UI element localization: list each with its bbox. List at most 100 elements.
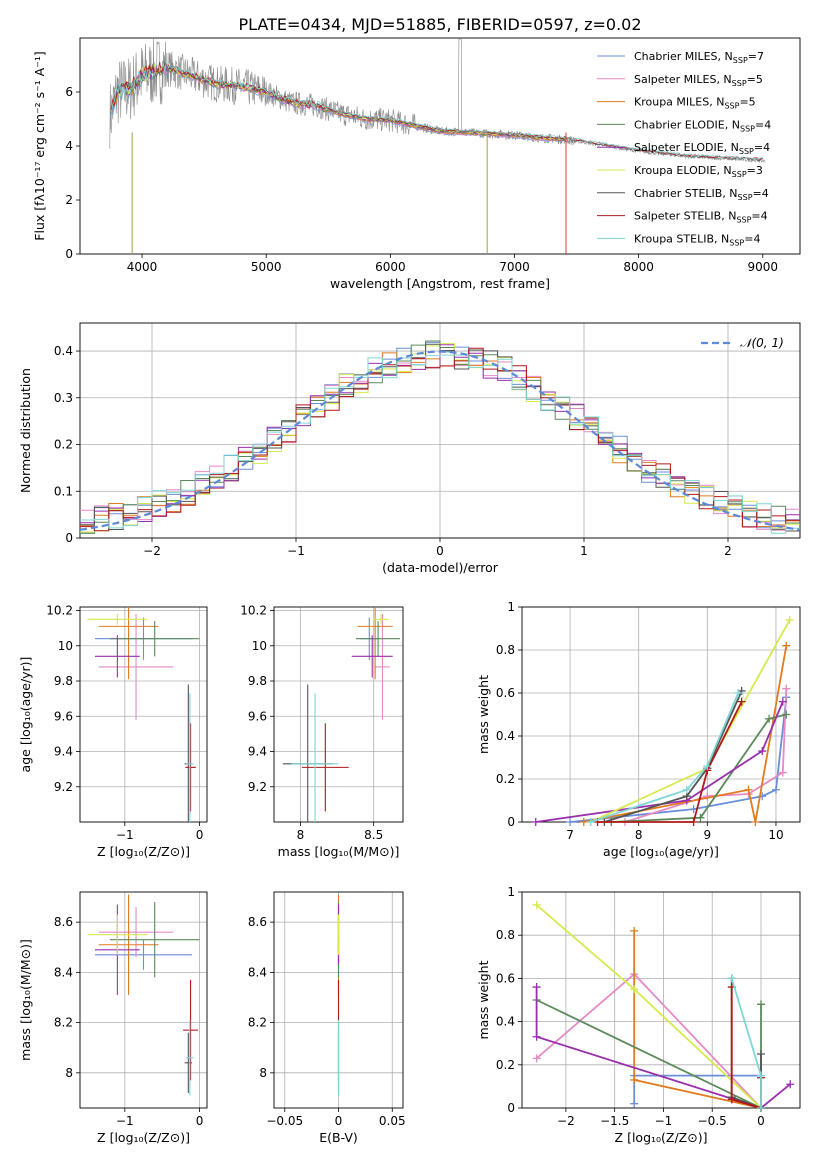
weight-marker	[782, 710, 791, 719]
y-tick-label: 0.4	[54, 344, 73, 358]
legend-entry: Kroupa STELIB, NSSP=4	[634, 232, 760, 247]
errorbar-point-4	[351, 635, 393, 678]
y-axis-label: age [log₁₀(age/yr)]	[18, 657, 33, 773]
weight-series-2	[633, 930, 762, 1109]
axes-frame	[79, 606, 208, 823]
legend-model-name: Salpeter MILES	[634, 73, 716, 86]
legend-entry: Kroupa MILES, NSSP=5	[634, 96, 756, 111]
x-axis-label: wavelength [Angstrom, rest frame]	[330, 276, 550, 291]
y-tick-label: 9.8	[54, 674, 73, 688]
legend-model-name: Salpeter ELODIE	[634, 141, 724, 154]
legend-model-name: Chabrier MILES	[634, 50, 718, 63]
weight-marker	[727, 1095, 736, 1104]
legend-nssp: 3	[756, 164, 763, 177]
axes-frame	[273, 891, 404, 1109]
y-tick-label: 4	[65, 139, 73, 153]
panel-weight-vs-age: 7 8 9 10 0 0.2 0.4 0.6 0.8 1 age [log₁₀(age/yr)] ma…	[476, 600, 801, 859]
legend-nssp: 5	[756, 73, 763, 86]
legend-entry: Kroupa ELODIE, NSSP=3	[634, 164, 763, 179]
weight-marker	[532, 983, 541, 992]
y-tick-label: 0	[507, 815, 515, 829]
weight-series-4	[535, 987, 791, 1110]
errorbar-point-1	[375, 614, 390, 720]
y-tick-label: 0	[507, 1101, 515, 1115]
y-tick-label: 1	[507, 600, 515, 614]
legend-nssp: 4	[761, 210, 768, 223]
errorbar-point-8	[186, 693, 194, 822]
x-tick-label: −1	[116, 828, 134, 842]
weight-marker	[531, 818, 540, 826]
errorbars-age-vs-z	[87, 607, 200, 822]
figure-title: PLATE=0434, MJD=51885, FIBERID=0597, z=0…	[238, 15, 641, 34]
weight-marker	[744, 785, 753, 794]
x-tick-label: 9000	[747, 260, 778, 274]
weight-marker	[778, 697, 787, 706]
panel-weight-vs-z: −2 −1.5 −1 −0.5 0 0 0.2 0.4 0.6 0.8 1 Z [log₁₀(Z/Z⊙…	[476, 885, 801, 1145]
x-tick-label: 0	[196, 828, 204, 842]
x-tick-label: 0.05	[379, 1114, 406, 1128]
weight-series-6	[730, 978, 762, 1110]
y-tick-label: 8	[65, 1066, 73, 1080]
y-tick-label: 0.8	[496, 643, 515, 657]
x-tick-label: 7	[566, 828, 574, 842]
y-tick-label: 8.2	[54, 1016, 73, 1030]
x-tick-label: −2	[143, 544, 161, 558]
x-tick-label: −1	[287, 544, 305, 558]
axes-frame	[79, 891, 208, 1109]
weight-marker	[751, 818, 760, 826]
y-tick-label: 9.8	[248, 674, 267, 688]
weight-marker	[785, 615, 794, 624]
weight-marker	[586, 818, 595, 826]
y-tick-label: 8.2	[248, 1016, 267, 1030]
y-tick-label: 0.4	[496, 729, 515, 743]
legend-entry: Salpeter STELIB, NSSP=4	[634, 210, 768, 225]
weight-marker	[737, 697, 746, 706]
weight-series-6	[604, 690, 743, 823]
weight-marker	[756, 1000, 765, 1009]
y-axis-label: Normed distribution	[18, 368, 33, 493]
weight-series-2	[583, 645, 788, 823]
weight-marker	[782, 641, 791, 650]
x-tick-label: −1	[116, 1114, 134, 1128]
weight-marker	[727, 974, 736, 983]
errorbar-point-5	[87, 614, 148, 625]
axes-frame	[79, 37, 801, 255]
x-tick-label: −1	[655, 1114, 673, 1128]
y-tick-label: 2	[65, 193, 73, 207]
y-tick-label: 9.2	[248, 780, 267, 794]
weight-lines-weight-vs-age	[531, 615, 794, 826]
x-tick-label: 8	[297, 828, 305, 842]
legend-nssp: 5	[749, 96, 756, 109]
weight-marker	[756, 1050, 765, 1058]
weight-series-8	[590, 692, 740, 823]
weight-marker	[532, 1054, 541, 1063]
legend-model-name: Salpeter STELIB	[634, 210, 721, 223]
panel-residuals: −2 −1 0 1 2 0 0.1 0.2 0.3 0.4 (data-model)/error No…	[18, 322, 801, 575]
weight-series-1	[536, 972, 762, 1109]
errorbar-point-5	[87, 914, 148, 955]
weight-marker	[532, 900, 541, 909]
panel-mass-vs-ebv: −0.05 0 0.05 8 8.2 8.4 8.6 E(B-V)	[248, 891, 406, 1145]
weight-marker	[734, 689, 743, 697]
x-axis-label: mass [log₁₀(M/M⊙)]	[278, 844, 400, 859]
y-tick-label: 9.4	[54, 745, 73, 759]
y-tick-label: 0	[65, 247, 73, 261]
errorbar-point-7	[185, 723, 196, 812]
y-tick-label: 0	[65, 531, 73, 545]
weight-marker	[765, 714, 774, 723]
y-tick-label: 8	[259, 1066, 267, 1080]
x-tick-label: 0	[335, 1114, 343, 1128]
model-spectrum-4	[110, 63, 567, 141]
errorbars-age-vs-mass	[282, 607, 401, 822]
weight-marker	[532, 1032, 541, 1041]
errorbar-point-3	[356, 621, 401, 657]
weight-marker	[758, 747, 767, 756]
spectrum-legend: Chabrier MILES, NSSP=7 Salpeter MILES, NS…	[597, 50, 771, 247]
weight-marker	[579, 818, 588, 826]
weight-marker	[703, 792, 712, 801]
y-tick-label: 8.4	[54, 965, 73, 979]
panel-spectrum: 4000 5000 6000 7000 8000 9000 0 2 4 6 wavelength […	[32, 37, 801, 291]
legend-entry: Salpeter MILES, NSSP=5	[634, 73, 763, 88]
panel-age-vs-z: −1 0 9.2 9.4 9.6 9.8 10 10.2 Z [log₁₀(Z/Z⊙)] age …	[18, 604, 208, 859]
